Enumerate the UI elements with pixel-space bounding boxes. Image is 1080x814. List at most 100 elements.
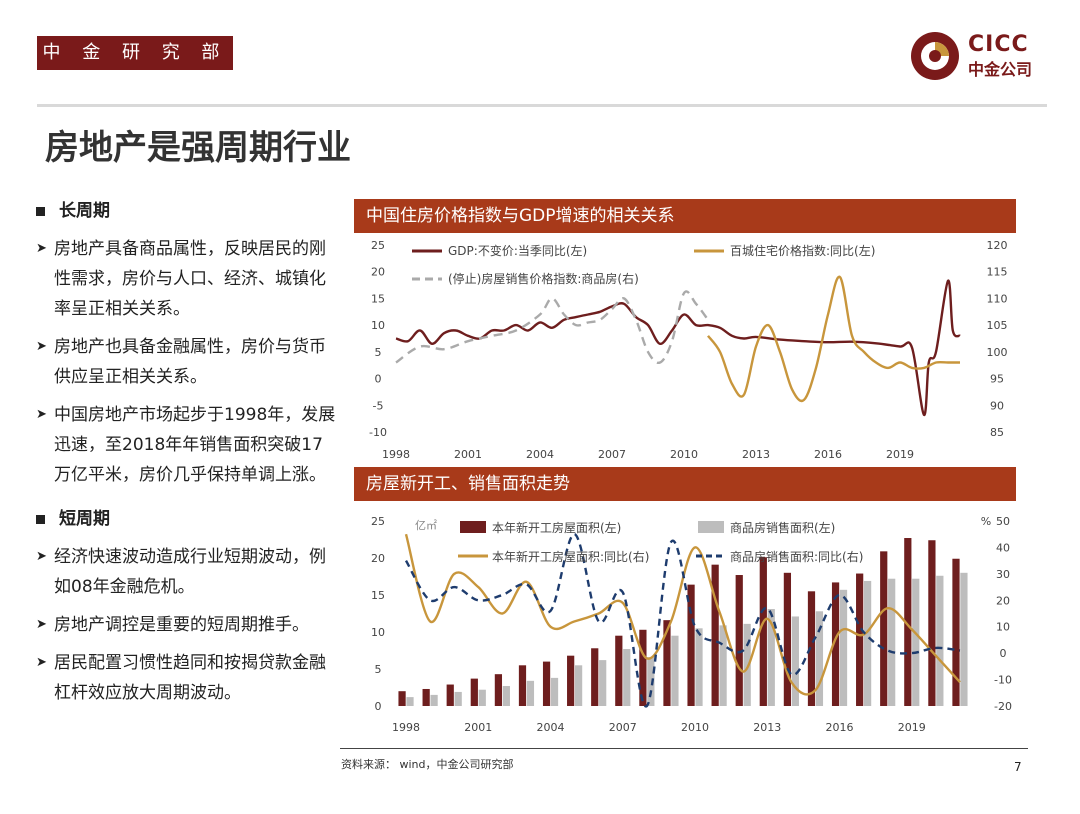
bar-1 bbox=[574, 665, 583, 706]
bar-0 bbox=[446, 684, 454, 706]
y-left-tick-label: 0 bbox=[375, 700, 382, 713]
series-line-1 bbox=[707, 275, 960, 403]
x-tick-label: 1998 bbox=[392, 721, 420, 734]
bar-1 bbox=[888, 578, 896, 706]
logo-subtext: 中金公司 bbox=[968, 60, 1033, 79]
bar-1 bbox=[502, 686, 510, 706]
legend-label: 百城住宅价格指数:同比(左) bbox=[730, 243, 875, 258]
series-line-2 bbox=[404, 533, 961, 696]
bar-1 bbox=[526, 680, 535, 706]
series-line-2 bbox=[395, 290, 709, 365]
x-tick-label: 2016 bbox=[826, 721, 854, 734]
y-left-tick-label: 0 bbox=[375, 373, 382, 386]
x-tick-label: 2001 bbox=[454, 448, 482, 461]
x-tick-label: 2007 bbox=[598, 448, 626, 461]
bar-0 bbox=[687, 584, 695, 706]
legend-swatch-0 bbox=[460, 521, 486, 533]
bar-0 bbox=[880, 551, 888, 706]
page-number: 7 bbox=[1014, 760, 1022, 774]
footer-rule bbox=[340, 748, 1028, 749]
bar-1 bbox=[623, 649, 631, 706]
price-gdp-chart: 2520151050-5-101201151101051009590851998… bbox=[369, 239, 1008, 461]
chart1-title: 中国住房价格指数与GDP增速的相关关系 bbox=[354, 199, 1016, 233]
bar-0 bbox=[807, 591, 816, 706]
bullet-item: ➤ 房地产具备商品属性，反映居民的刚性需求，房价与人口、经济、城镇化率呈正相关关系… bbox=[36, 239, 326, 319]
y-right-tick-label: 85 bbox=[990, 426, 1004, 439]
bar-1 bbox=[719, 625, 727, 706]
bar-0 bbox=[542, 661, 551, 706]
legend-label: GDP:不变价:当季同比(左) bbox=[448, 243, 587, 258]
legend-swatch-1 bbox=[698, 521, 724, 533]
bar-0 bbox=[518, 665, 527, 706]
bar-0 bbox=[639, 629, 647, 706]
logo-text: CICC bbox=[968, 32, 1029, 57]
y-right-tick-label: 10 bbox=[996, 621, 1010, 634]
y-left-tick-label: 10 bbox=[371, 626, 385, 639]
bullet-item: ➤ 经济快速波动造成行业短期波动，例如08年金融危机。 bbox=[36, 547, 326, 597]
y-right-tick-label: 20 bbox=[996, 594, 1010, 607]
bar-0 bbox=[904, 538, 912, 706]
y-left-tick-label: 25 bbox=[371, 515, 385, 528]
bar-1 bbox=[454, 691, 462, 706]
bullet-item: ➤ 房地产也具备金融属性，房价与货币供应呈正相关关系。 bbox=[36, 337, 326, 387]
header-rule bbox=[37, 104, 1047, 107]
section-heading: 短周期 bbox=[36, 504, 336, 534]
y-left-tick-label: -10 bbox=[369, 426, 387, 439]
bar-0 bbox=[952, 558, 960, 706]
x-tick-label: 2010 bbox=[670, 448, 698, 461]
x-tick-label: 2004 bbox=[537, 721, 565, 734]
y-right-tick-label: 0 bbox=[1000, 647, 1007, 660]
y-right-tick-label: -20 bbox=[994, 700, 1012, 713]
y-right-unit: % bbox=[981, 515, 991, 528]
bar-1 bbox=[767, 609, 775, 706]
bar-1 bbox=[791, 616, 799, 706]
bar-0 bbox=[735, 575, 743, 706]
y-right-tick-label: 115 bbox=[987, 266, 1008, 279]
y-right-tick-label: 105 bbox=[987, 319, 1008, 332]
x-tick-label: 1998 bbox=[382, 448, 410, 461]
bar-0 bbox=[856, 573, 864, 706]
bar-1 bbox=[936, 575, 944, 706]
y-right-tick-label: 110 bbox=[987, 292, 1008, 305]
bar-0 bbox=[567, 655, 575, 706]
bar-1 bbox=[478, 689, 486, 706]
bar-0 bbox=[591, 648, 599, 706]
bar-0 bbox=[422, 688, 430, 706]
x-tick-label: 2004 bbox=[526, 448, 554, 461]
y-right-tick-label: 40 bbox=[996, 541, 1010, 554]
bar-1 bbox=[815, 611, 824, 706]
bar-0 bbox=[398, 691, 406, 706]
series-line-0 bbox=[395, 279, 961, 417]
y-left-tick-label: 15 bbox=[371, 292, 385, 305]
x-tick-label: 2019 bbox=[898, 721, 926, 734]
y-left-tick-label: 20 bbox=[371, 266, 385, 279]
x-tick-label: 2016 bbox=[814, 448, 842, 461]
bar-1 bbox=[430, 694, 438, 706]
x-tick-label: 2013 bbox=[753, 721, 781, 734]
x-tick-label: 2013 bbox=[742, 448, 770, 461]
y-right-tick-label: 30 bbox=[996, 568, 1010, 581]
chart2-title: 房屋新开工、销售面积走势 bbox=[354, 467, 1016, 501]
y-right-tick-label: 120 bbox=[987, 239, 1008, 252]
bar-0 bbox=[783, 572, 792, 706]
legend-label: (停止)房屋销售价格指数:商品房(右) bbox=[448, 271, 639, 286]
y-left-tick-label: 25 bbox=[371, 239, 385, 252]
x-tick-label: 2001 bbox=[464, 721, 492, 734]
bullet-item: ➤ 房地产调控是重要的短周期推手。 bbox=[36, 615, 309, 635]
y-right-tick-label: 90 bbox=[990, 399, 1004, 412]
bar-0 bbox=[663, 620, 671, 706]
legend-label: 本年新开工房屋面积:同比(右) bbox=[492, 549, 649, 564]
bar-0 bbox=[928, 540, 936, 706]
y-right-tick-label: 100 bbox=[987, 346, 1008, 359]
bar-0 bbox=[494, 674, 503, 706]
y-left-tick-label: 10 bbox=[371, 319, 385, 332]
bar-1 bbox=[647, 657, 655, 706]
source-note: 资料来源： wind，中金公司研究部 bbox=[341, 758, 514, 771]
page-title: 房地产是强周期行业 bbox=[45, 128, 351, 168]
y-left-tick-label: 20 bbox=[371, 552, 385, 565]
legend-label: 商品房销售面积(左) bbox=[730, 520, 835, 535]
bullet-panel: 长周期 ➤ 房地产具备商品属性，反映居民的刚性需求，房价与人口、经济、城镇化率呈正… bbox=[36, 190, 336, 716]
bar-1 bbox=[960, 572, 968, 706]
bar-1 bbox=[743, 623, 751, 706]
